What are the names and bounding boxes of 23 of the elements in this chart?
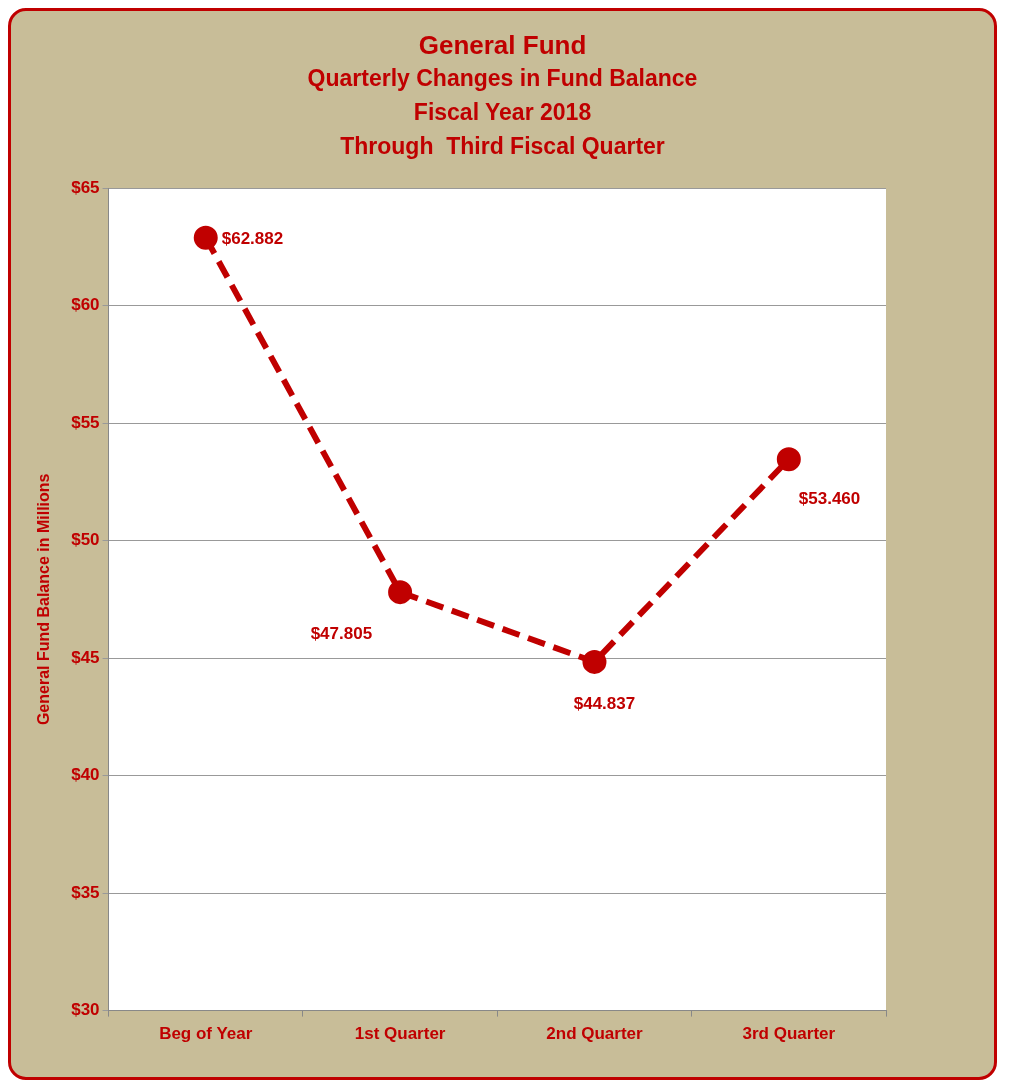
x-tick-label: 2nd Quarter <box>546 1024 644 1044</box>
y-tick-label: $35 <box>71 882 100 902</box>
y-axis-title: General Fund Balance in Millions <box>35 473 53 726</box>
chart-subtitle: Quarterly Changes in Fund Balance Fiscal Year 2018 Through Third Fiscal Quarter <box>306 64 699 161</box>
point <box>582 649 607 674</box>
y-tick-label: $65 <box>71 177 100 197</box>
x-tick-label: 1st Quarter <box>354 1024 446 1044</box>
point <box>193 225 218 250</box>
y-tick-label: $50 <box>71 530 100 550</box>
y-tick-label: $45 <box>71 647 100 667</box>
data-label: $53.460 <box>798 488 861 508</box>
data-label: $62.882 <box>221 229 284 249</box>
point <box>776 447 801 472</box>
x-tick-label: 3rd Quarter <box>742 1024 836 1044</box>
y-tick-label: $30 <box>71 1000 100 1020</box>
data-label: $44.837 <box>573 693 636 713</box>
y-tick-label: $60 <box>71 295 100 315</box>
point <box>388 580 413 605</box>
data-label: $47.805 <box>310 623 373 643</box>
chart-title: General Fund <box>417 29 588 61</box>
y-tick-label: $55 <box>71 412 100 432</box>
x-tick-label: Beg of Year <box>159 1024 253 1044</box>
y-tick-label: $40 <box>71 765 100 785</box>
